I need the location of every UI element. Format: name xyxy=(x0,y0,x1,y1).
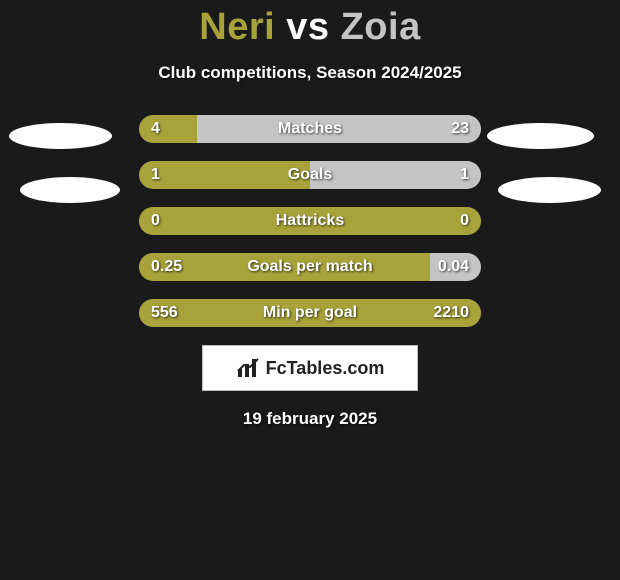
stat-row: 4Matches23 xyxy=(139,115,481,143)
stat-value-right: 0.04 xyxy=(438,253,469,281)
title-player2: Zoia xyxy=(341,6,421,48)
stat-value-right: 2210 xyxy=(433,299,469,327)
date-text: 19 february 2025 xyxy=(0,409,620,429)
stat-label: Hattricks xyxy=(139,207,481,235)
title-player1: Neri xyxy=(199,6,275,48)
player-photo-placeholder xyxy=(9,123,112,149)
stats-panel: 4Matches23 1Goals1 0Hattricks0 0.25Goals pe… xyxy=(139,115,481,327)
stat-value-right: 23 xyxy=(451,115,469,143)
stat-label: Goals xyxy=(139,161,481,189)
page-title: Neri vs Zoia xyxy=(0,0,620,49)
stat-label: Goals per match xyxy=(139,253,481,281)
stat-row: 0Hattricks0 xyxy=(139,207,481,235)
player-photo-placeholder xyxy=(487,123,594,149)
stat-label: Matches xyxy=(139,115,481,143)
stat-value-right: 0 xyxy=(460,207,469,235)
title-vs: vs xyxy=(286,6,329,48)
logo-text: FcTables.com xyxy=(266,358,385,379)
stat-row: 0.25Goals per match0.04 xyxy=(139,253,481,281)
player-photo-placeholder xyxy=(498,177,601,203)
stat-row: 1Goals1 xyxy=(139,161,481,189)
stat-value-right: 1 xyxy=(460,161,469,189)
player-photo-placeholder xyxy=(20,177,120,203)
stat-row: 556Min per goal2210 xyxy=(139,299,481,327)
stat-label: Min per goal xyxy=(139,299,481,327)
subtitle: Club competitions, Season 2024/2025 xyxy=(0,63,620,83)
source-logo[interactable]: FcTables.com xyxy=(202,345,418,391)
chart-icon xyxy=(236,357,262,379)
